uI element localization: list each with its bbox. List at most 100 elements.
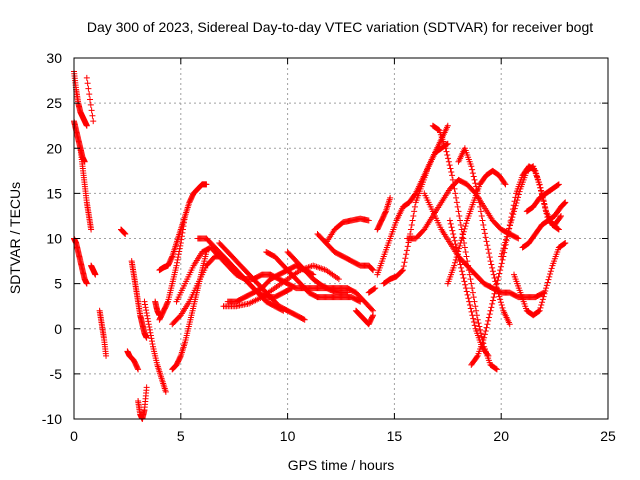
data-point	[88, 107, 95, 114]
data-point	[144, 315, 151, 322]
data-point	[493, 280, 500, 287]
data-point	[144, 312, 151, 319]
data-point	[516, 188, 523, 195]
data-point	[404, 243, 411, 250]
data-point	[542, 205, 549, 212]
data-point	[510, 211, 517, 218]
data-point	[449, 176, 456, 183]
data-point	[469, 170, 476, 177]
x-tick-label: 0	[70, 428, 78, 444]
data-point	[473, 307, 480, 314]
data-point	[164, 299, 171, 306]
data-point	[468, 163, 475, 170]
data-point	[535, 308, 542, 315]
data-point	[482, 234, 489, 241]
data-point	[561, 199, 568, 206]
data-point	[509, 214, 516, 221]
data-series-track-10	[128, 258, 150, 341]
data-point	[146, 326, 153, 333]
data-point	[451, 237, 458, 244]
data-point	[143, 384, 150, 391]
data-point	[457, 221, 464, 228]
data-point	[501, 242, 508, 249]
data-point	[493, 284, 500, 291]
x-tick-label: 10	[280, 428, 296, 444]
data-point	[463, 288, 470, 295]
data-point	[408, 221, 415, 228]
data-point	[481, 230, 488, 237]
data-point	[410, 212, 417, 219]
data-point	[491, 274, 498, 281]
data-point	[498, 260, 505, 267]
data-point	[173, 262, 180, 269]
data-point	[462, 281, 469, 288]
data-point	[453, 254, 460, 261]
data-point	[463, 220, 470, 227]
data-point	[479, 217, 486, 224]
y-tick-label: 5	[54, 276, 62, 292]
data-point	[143, 309, 150, 316]
data-point	[495, 273, 502, 280]
data-point	[446, 217, 453, 224]
data-point	[382, 209, 389, 216]
data-point	[489, 268, 496, 275]
x-tick-label: 5	[177, 428, 185, 444]
data-point	[470, 294, 477, 301]
data-point	[134, 365, 141, 372]
data-point	[466, 271, 473, 278]
data-point	[504, 230, 511, 237]
data-point	[485, 317, 492, 324]
data-point	[469, 289, 476, 296]
data-point	[555, 181, 562, 188]
data-point	[471, 322, 478, 329]
data-point	[485, 352, 492, 359]
data-point	[452, 256, 459, 263]
data-point	[372, 285, 379, 292]
data-point	[483, 324, 490, 331]
data-point	[515, 235, 522, 242]
data-point	[457, 261, 464, 268]
data-point	[450, 234, 457, 241]
data-point	[467, 276, 474, 283]
data-point	[536, 181, 543, 188]
data-series-track-34	[429, 122, 500, 373]
data-point	[121, 230, 128, 237]
data-point	[472, 303, 479, 310]
data-point	[444, 152, 451, 159]
data-point	[135, 366, 142, 373]
data-point	[452, 241, 459, 248]
data-point	[402, 255, 409, 262]
data-point	[473, 353, 480, 360]
data-point	[143, 334, 150, 341]
data-point	[496, 270, 503, 277]
data-series-track-06	[88, 262, 99, 278]
data-point	[505, 228, 512, 235]
data-point	[88, 226, 95, 233]
data-point	[499, 304, 506, 311]
data-point	[335, 276, 342, 283]
data-point	[103, 352, 110, 359]
data-point	[502, 181, 509, 188]
data-point	[544, 279, 551, 286]
data-point	[368, 306, 375, 313]
data-point	[502, 239, 509, 246]
data-point	[562, 199, 569, 206]
data-point	[357, 298, 364, 305]
data-point	[456, 242, 463, 249]
data-point	[147, 329, 154, 336]
data-point	[452, 259, 459, 266]
data-point	[177, 353, 184, 360]
data-point	[370, 267, 377, 274]
data-point	[451, 185, 458, 192]
data-point	[493, 365, 500, 372]
data-point	[503, 236, 510, 243]
data-point	[487, 307, 494, 314]
data-point	[457, 240, 464, 247]
data-point	[493, 366, 500, 373]
data-point	[459, 271, 466, 278]
data-point	[465, 262, 472, 269]
data-point	[547, 268, 554, 275]
data-series-track-25	[314, 230, 377, 274]
data-point	[485, 250, 492, 257]
data-point	[537, 184, 544, 191]
